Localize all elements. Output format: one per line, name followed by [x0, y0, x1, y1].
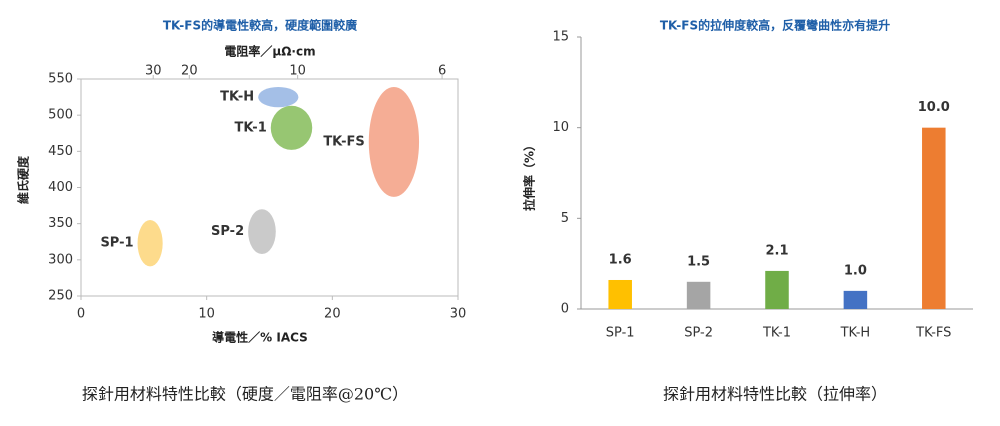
caption: 探針用材料特性比較（拉伸率）: [663, 385, 887, 404]
series-label: TK-H: [220, 90, 254, 105]
x-tick-label: 20: [324, 307, 341, 322]
x-tick-label: TK-1: [762, 326, 791, 341]
bar: [686, 281, 711, 309]
x2-tick-label: 30: [145, 64, 162, 79]
x2-tick-label: 10: [289, 64, 306, 79]
y-tick-label: 500: [48, 108, 73, 123]
bar: [765, 270, 789, 309]
value-label: 10.0: [918, 100, 950, 115]
y-tick-label: 250: [48, 289, 73, 304]
y-tick-label: 400: [48, 180, 73, 195]
value-label: 1.6: [609, 252, 632, 267]
range-ellipse: [368, 86, 420, 197]
x-tick-label: TK-FS: [915, 326, 951, 341]
x2-tick-label: 20: [181, 64, 198, 79]
y-tick-label: 5: [561, 211, 569, 226]
x-tick-label: SP-2: [684, 326, 713, 341]
y-tick-label: 0: [561, 302, 569, 317]
y-tick-label: 15: [552, 30, 569, 45]
series-label: SP-2: [211, 224, 244, 239]
range-ellipse: [248, 209, 276, 255]
y-tick-label: 300: [48, 252, 73, 267]
range-ellipse: [270, 105, 313, 150]
y-tick-label: 10: [552, 120, 569, 135]
series-label: SP-1: [100, 236, 133, 251]
chart-title: TK-FS的拉伸度較高，反覆彎曲性亦有提升: [660, 18, 890, 33]
y-axis-label: 維氏硬度: [16, 155, 31, 204]
x-tick-label: 10: [198, 307, 215, 322]
x-axis-label: 導電性／% IACS: [212, 330, 308, 345]
x-tick-label: 30: [450, 307, 467, 322]
series-label: TK-FS: [323, 134, 364, 149]
y-axis-label: 拉伸率（%）: [522, 139, 537, 211]
x-tick-label: TK-H: [840, 326, 871, 341]
range-ellipse: [137, 220, 163, 267]
chart-title: TK-FS的導電性較高，硬度範圍較廣: [163, 18, 357, 33]
bar: [843, 290, 868, 309]
x-tick-label: 0: [77, 307, 85, 322]
value-label: 2.1: [765, 243, 788, 258]
value-label: 1.0: [844, 263, 867, 278]
range-ellipse: [258, 86, 299, 108]
value-label: 1.5: [687, 254, 710, 269]
y-tick-label: 550: [48, 72, 73, 87]
bar: [922, 127, 946, 310]
x-tick-label: SP-1: [606, 326, 635, 341]
bar: [608, 279, 632, 309]
y-tick-label: 350: [48, 216, 73, 231]
caption: 探針用材料特性比較（硬度／電阻率@20℃）: [82, 385, 408, 404]
x2-axis-label: 電阻率／μΩ·cm: [224, 44, 315, 59]
x2-tick-label: 6: [438, 64, 446, 79]
y-tick-label: 450: [48, 144, 73, 159]
series-label: TK-1: [234, 120, 266, 135]
